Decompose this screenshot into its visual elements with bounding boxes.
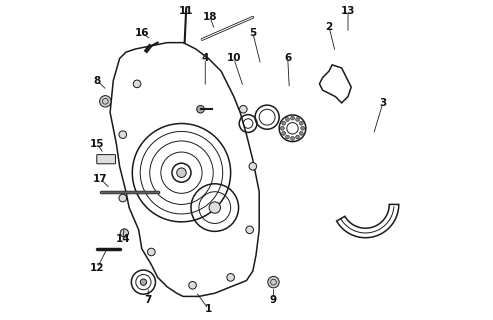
Circle shape [227,274,235,281]
Circle shape [299,132,303,135]
Text: 8: 8 [94,76,101,86]
Text: 9: 9 [270,295,277,305]
Circle shape [296,135,299,139]
Text: 1: 1 [205,304,212,314]
Text: 4: 4 [202,53,209,63]
Circle shape [176,168,186,178]
Circle shape [249,163,257,170]
Text: 13: 13 [341,6,355,16]
Circle shape [285,117,289,121]
Circle shape [281,126,284,130]
Text: 5: 5 [249,28,256,38]
Circle shape [119,131,127,139]
Circle shape [197,105,204,113]
Circle shape [133,80,141,88]
Circle shape [282,121,285,125]
Circle shape [119,194,127,202]
Circle shape [296,117,299,121]
Circle shape [209,202,220,213]
Text: 14: 14 [115,234,130,244]
Text: 16: 16 [135,28,149,38]
Circle shape [282,132,285,135]
Text: 2: 2 [325,22,333,32]
Text: 17: 17 [93,174,108,184]
FancyBboxPatch shape [97,155,115,164]
Circle shape [147,248,155,256]
Circle shape [268,276,279,288]
Circle shape [290,116,294,120]
Circle shape [246,226,253,234]
Circle shape [290,137,294,140]
Circle shape [189,282,196,289]
Circle shape [240,105,247,113]
Circle shape [301,126,305,130]
Text: 10: 10 [227,53,241,63]
Circle shape [140,279,146,285]
Text: 18: 18 [203,12,217,22]
Text: 7: 7 [144,295,152,305]
Text: 6: 6 [284,53,291,63]
Circle shape [299,121,303,125]
Text: 15: 15 [90,139,105,149]
Text: 3: 3 [379,98,387,108]
Text: 12: 12 [90,263,105,273]
Circle shape [100,96,111,107]
Circle shape [120,229,129,237]
Circle shape [285,135,289,139]
Text: 11: 11 [179,6,193,16]
